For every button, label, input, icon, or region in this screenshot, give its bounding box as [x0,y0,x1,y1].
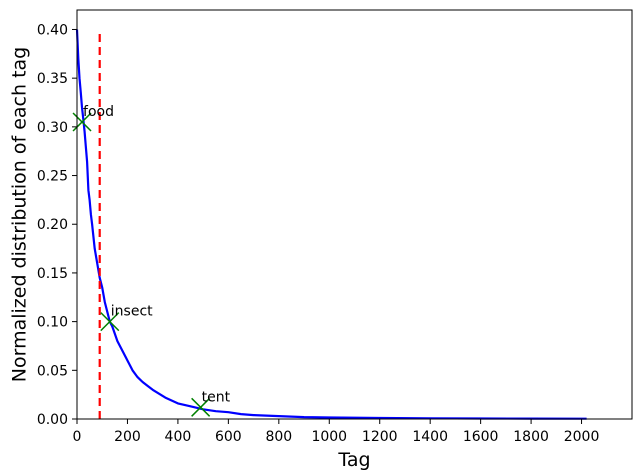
x-tick-label: 800 [265,429,292,445]
x-tick-label: 600 [215,429,242,445]
x-tick-label: 2000 [564,429,600,445]
y-tick-label: 0.30 [37,120,68,136]
plot-area: food insect tent [72,29,587,420]
annotation-label: food [83,104,114,120]
annotation-tent: tent [191,389,231,417]
x-tick-label: 1400 [412,429,448,445]
x-tick-label: 400 [165,429,192,445]
x-tick-label: 1800 [513,429,549,445]
x-marker-icon [191,397,211,417]
axes-frame [76,9,633,420]
x-tick-label: 0 [73,429,82,445]
x-tick-label: 200 [114,429,141,445]
y-tick-label: 0.35 [37,71,68,87]
y-axis: 0.00 0.05 0.10 0.15 0.20 0.25 0.30 0.35 0.40 [37,22,77,428]
y-tick-label: 0.25 [37,169,68,185]
annotation-insect: insect [100,304,153,332]
y-axis-title: Normalized distribution of each tag [9,47,31,382]
x-marker-icon [72,112,92,132]
x-tick-label: 1600 [463,429,499,445]
y-tick-label: 0.05 [37,363,68,379]
annotation-label: tent [202,389,231,405]
annotation-food: food [72,104,114,132]
x-axis: 0 200 400 600 800 1000 1200 1400 1600 1800 2000 [73,419,600,445]
y-tick-label: 0.40 [37,22,68,38]
y-tick-label: 0.20 [37,217,68,233]
x-tick-label: 1000 [311,429,347,445]
x-axis-title: Tag [337,449,370,471]
series-line-0 [75,29,587,420]
annotation-label: insect [111,304,153,320]
y-tick-label: 0.10 [37,315,68,331]
x-marker-icon [100,312,120,332]
y-tick-label: 0.00 [37,412,68,428]
x-tick-label: 1200 [362,429,398,445]
y-tick-label: 0.15 [37,266,68,282]
